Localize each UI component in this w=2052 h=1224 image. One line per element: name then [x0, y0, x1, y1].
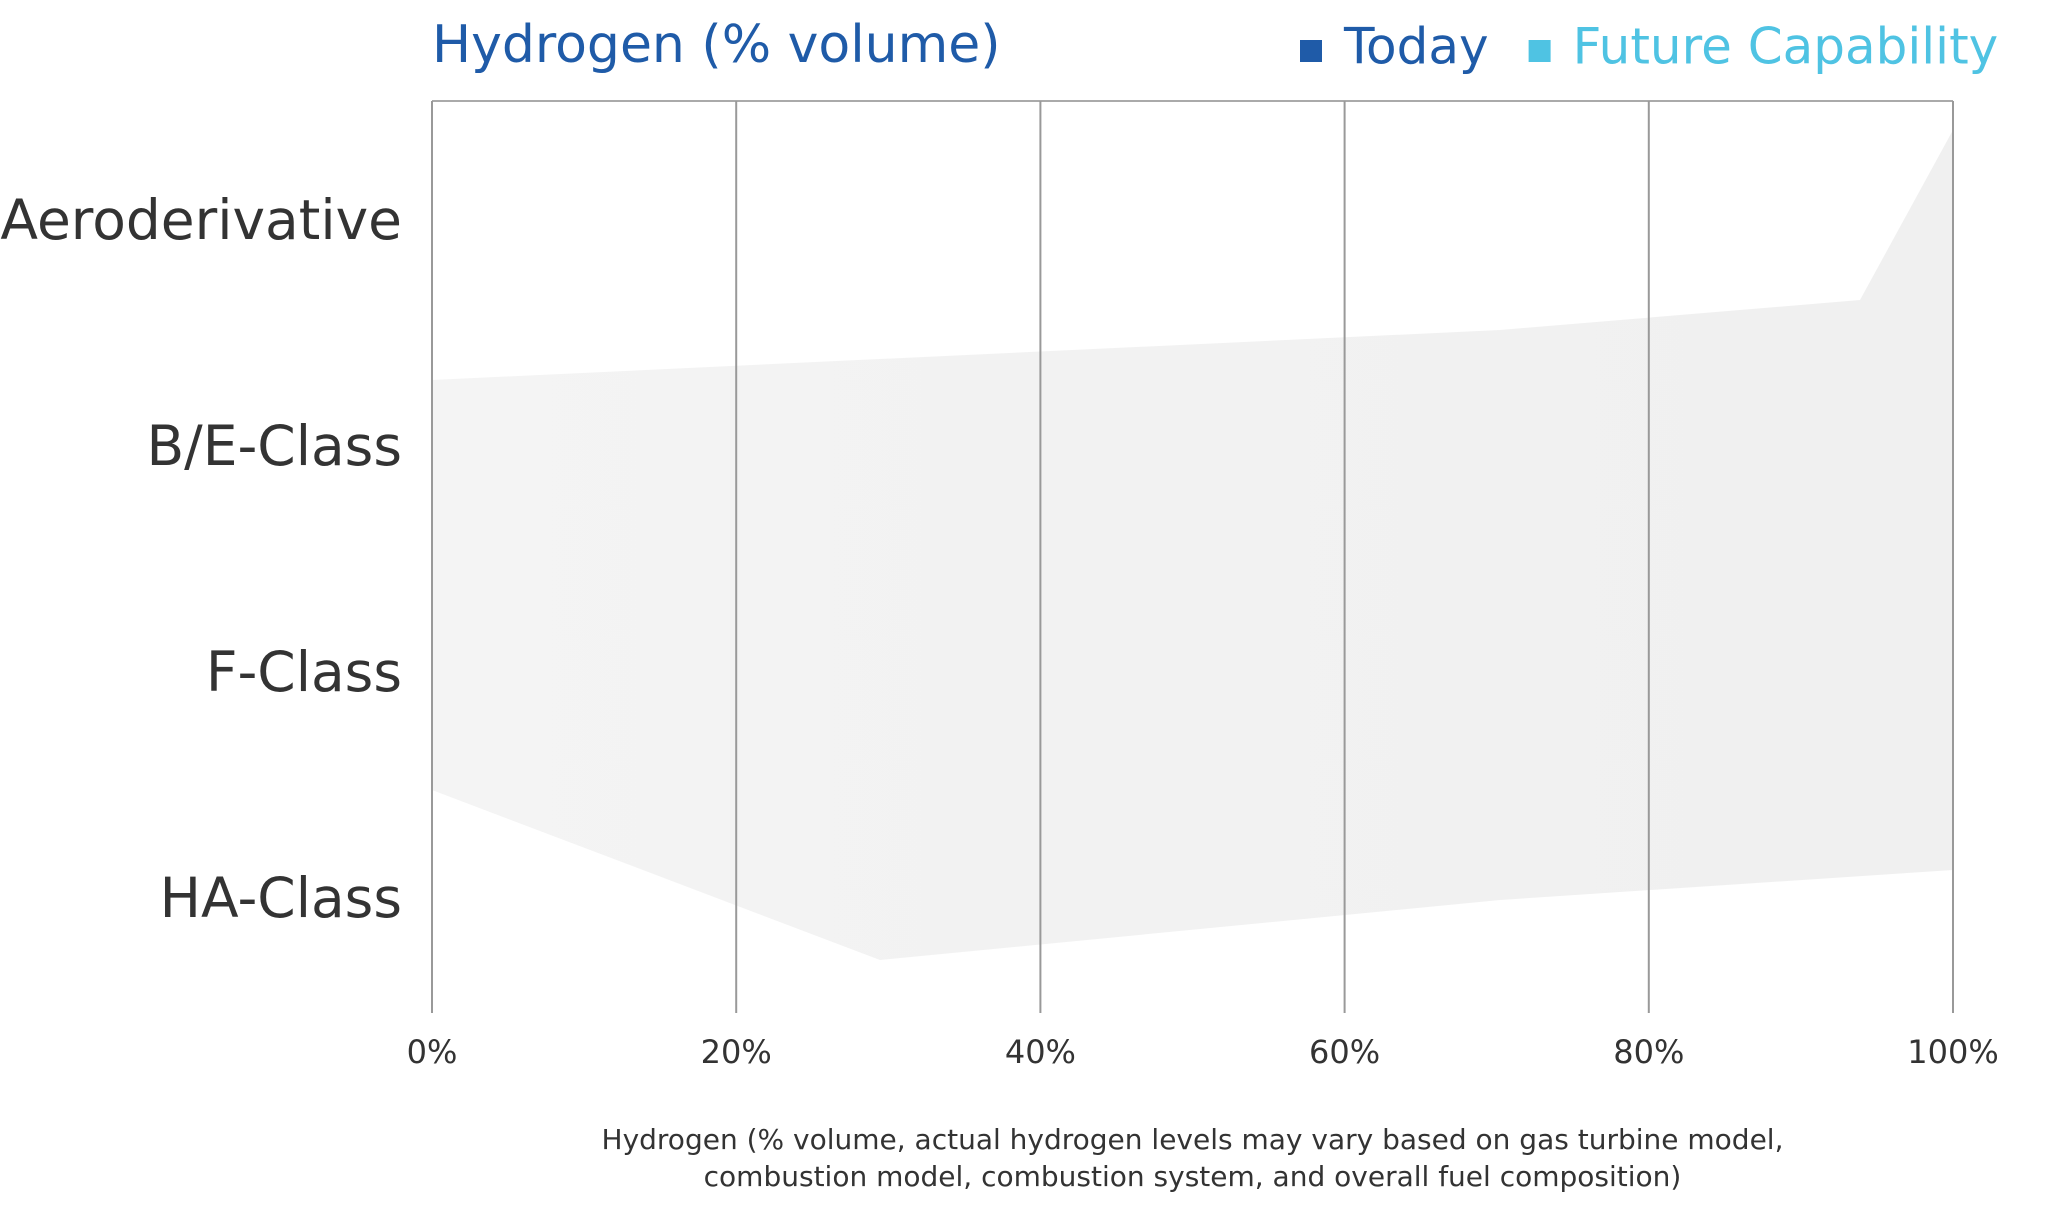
legend-label: Today — [1343, 18, 1489, 76]
x-tick-label: 80% — [1613, 1033, 1684, 1071]
x-tick-label: 100% — [1907, 1033, 1998, 1071]
y-tick-label: Aeroderivative — [0, 188, 402, 252]
x-tick-label: 20% — [701, 1033, 772, 1071]
x-tick-label: 0% — [407, 1033, 458, 1071]
y-tick-label: F-Class — [206, 640, 402, 704]
legend-swatch — [1528, 40, 1551, 62]
chart-title: Hydrogen (% volume) — [432, 15, 1001, 75]
y-tick-label: B/E-Class — [146, 414, 402, 478]
background-image — [432, 130, 1953, 960]
x-axis-label: combustion model, combustion system, and… — [704, 1160, 1682, 1193]
legend-swatch — [1300, 40, 1322, 62]
x-axis-label: Hydrogen (% volume, actual hydrogen leve… — [602, 1123, 1784, 1156]
x-tick-label: 40% — [1005, 1033, 1076, 1071]
x-tick-label: 60% — [1309, 1033, 1380, 1071]
legend-label: Future Capability — [1573, 18, 1999, 76]
y-tick-label: HA-Class — [160, 866, 402, 930]
